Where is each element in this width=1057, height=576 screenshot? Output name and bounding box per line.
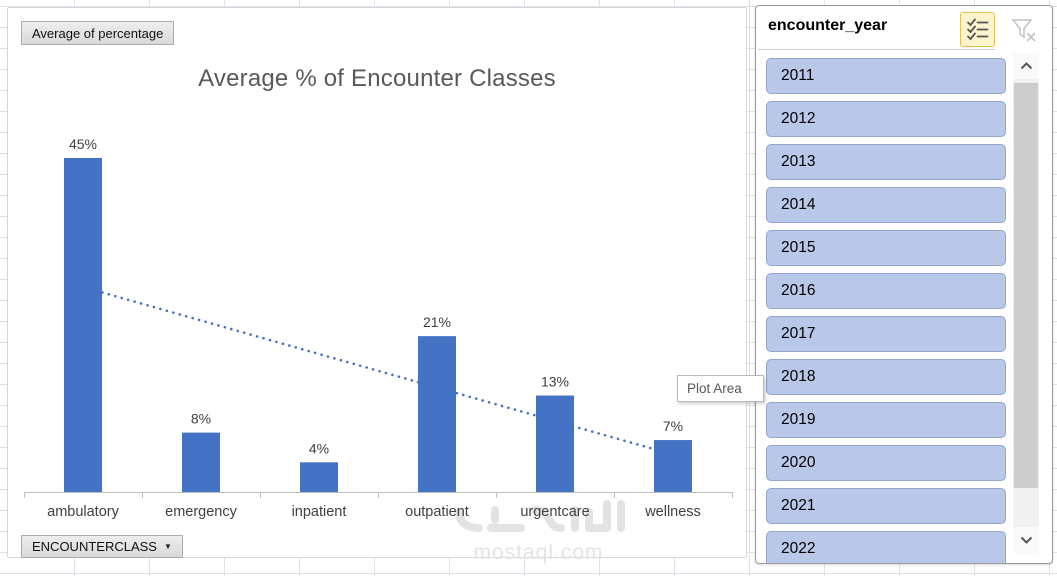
multi-select-button[interactable] [960, 12, 995, 47]
pivot-axis-field-label: ENCOUNTERCLASS [32, 539, 157, 554]
slicer-item-2020[interactable]: 2020 [766, 445, 1006, 481]
category-label-emergency: emergency [165, 504, 237, 520]
category-label-outpatient: outpatient [405, 504, 469, 520]
plot-area-tooltip-text: Plot Area [687, 381, 742, 396]
pivot-chart[interactable]: mostaql.com Average of percentage Averag… [7, 7, 748, 564]
data-label-outpatient: 21% [423, 314, 451, 330]
category-label-ambulatory: ambulatory [47, 504, 119, 520]
slicer-item-2019[interactable]: 2019 [766, 402, 1006, 438]
data-label-emergency: 8% [191, 411, 211, 427]
data-label-urgentcare: 13% [541, 374, 569, 390]
dropdown-arrow-icon: ▼ [163, 541, 172, 551]
slicer-header-separator [758, 49, 995, 50]
data-label-inpatient: 4% [309, 440, 329, 456]
scroll-up-button[interactable] [1013, 53, 1039, 79]
slicer-scrollbar[interactable] [1013, 53, 1039, 553]
slicer-item-2013[interactable]: 2013 [766, 144, 1006, 180]
slicer-item-2022[interactable]: 2022 [766, 531, 1006, 563]
plot-area-tooltip: Plot Area [677, 375, 764, 402]
slicer-title: encounter_year [768, 17, 888, 34]
pivot-value-field-label: Average of percentage [32, 25, 164, 41]
category-label-inpatient: inpatient [292, 504, 347, 520]
clear-filter-button[interactable] [1006, 12, 1041, 47]
chevron-up-icon [1020, 62, 1032, 70]
bar-wellness[interactable] [654, 440, 692, 492]
scroll-down-button[interactable] [1013, 527, 1039, 553]
slicer-item-2018[interactable]: 2018 [766, 359, 1006, 395]
slicer-encounter-year[interactable]: encounter_year 2011 2012 2013 2014 2015 2016 2… [755, 5, 1053, 564]
category-label-wellness: wellness [644, 504, 701, 520]
trendline-dotted[interactable] [81, 285, 675, 456]
bar-emergency[interactable] [182, 432, 220, 492]
pivot-axis-field-button[interactable]: ENCOUNTERCLASS ▼ [21, 535, 183, 558]
slicer-item-2014[interactable]: 2014 [766, 187, 1006, 223]
slicer-item-2012[interactable]: 2012 [766, 101, 1006, 137]
category-label-urgentcare: urgentcare [520, 504, 589, 520]
data-label-wellness: 7% [663, 418, 683, 434]
slicer-item-list: 2011 2012 2013 2014 2015 2016 2017 2018 2019 2020… [766, 58, 1006, 563]
multi-select-icon [967, 18, 989, 41]
slicer-item-2015[interactable]: 2015 [766, 230, 1006, 266]
slicer-item-2017[interactable]: 2017 [766, 316, 1006, 352]
slicer-item-2021[interactable]: 2021 [766, 488, 1006, 524]
data-label-ambulatory: 45% [69, 136, 97, 152]
bar-outpatient[interactable] [418, 336, 456, 492]
pivot-value-field-button[interactable]: Average of percentage [21, 21, 175, 45]
chart-title: Average % of Encounter Classes [198, 65, 556, 92]
bar-ambulatory[interactable] [64, 158, 102, 492]
slicer-item-2011[interactable]: 2011 [766, 58, 1006, 94]
bar-inpatient[interactable] [300, 462, 338, 492]
bar-urgentcare[interactable] [536, 395, 574, 492]
bar-chart-plot-area[interactable]: 45% ambulatory 8% emergency 4% inpatient 21% ou… [8, 8, 748, 559]
clear-filter-icon [1010, 18, 1036, 42]
chevron-down-icon [1020, 536, 1032, 544]
slicer-item-2016[interactable]: 2016 [766, 273, 1006, 309]
scrollbar-thumb[interactable] [1014, 83, 1038, 488]
